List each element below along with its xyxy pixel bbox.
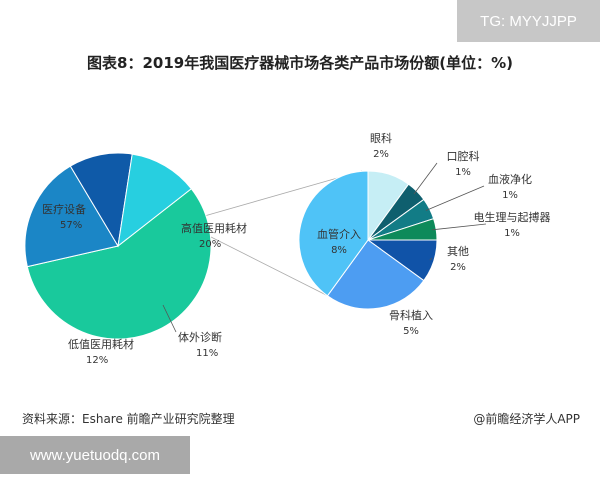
main-slice-value-1: 20% <box>199 239 221 250</box>
main-slice-label-1: 高值医用耗材 <box>181 221 247 235</box>
site-watermark: www.yuetuodq.com <box>0 436 190 474</box>
main-slice-value-0: 57% <box>60 220 82 231</box>
main-pie-slice-1 <box>24 165 119 268</box>
main-slice-label-0: 医疗设备 <box>42 202 86 216</box>
chart-title: 图表8：2019年我国医疗器械市场各类产品市场份额(单位：%) <box>87 54 513 72</box>
main-pie-slice-3 <box>117 153 192 248</box>
breakdown-slice-label-6: 血管介入 <box>317 227 361 241</box>
breakdown-slice-value-1: 1% <box>455 167 471 178</box>
breakdown-pie <box>298 170 438 310</box>
breakdown-slice-value-6: 8% <box>331 245 347 256</box>
breakdown-slice-label-5: 骨科植入 <box>389 308 433 322</box>
main-pie-slice-0 <box>26 188 212 340</box>
breakdown-slice-value-5: 5% <box>403 326 419 337</box>
breakdown-slice-value-2: 1% <box>502 190 518 201</box>
leader-line-main-2 <box>162 304 177 333</box>
slice-labels: 医疗设备 57% 高值医用耗材 20% 体外诊断 11% 低值医用耗材 12% 眼科 2% 口腔科 1… <box>42 131 551 366</box>
brand-credit: @前瞻经济学人APP <box>473 412 580 426</box>
main-pie <box>24 152 212 340</box>
watermark-tag: TG: MYYJJPP <box>457 0 600 42</box>
main-slice-label-3: 低值医用耗材 <box>68 337 134 351</box>
breakdown-slice-label-2: 血液净化 <box>488 172 532 186</box>
leader-line-breakdown-2 <box>425 185 485 211</box>
breakdown-pie-slice-5 <box>326 239 425 310</box>
breakdown-slice-label-3: 电生理与起搏器 <box>474 210 551 224</box>
breakdown-slice-value-4: 2% <box>450 262 466 273</box>
source-note: 资料来源：Eshare 前瞻产业研究院整理 <box>22 412 235 426</box>
main-slice-value-3: 12% <box>86 355 108 366</box>
breakdown-pie-slice-6 <box>298 170 369 297</box>
breakdown-slice-label-4: 其他 <box>447 245 469 258</box>
breakdown-slice-label-1: 口腔科 <box>447 149 480 163</box>
main-slice-label-2: 体外诊断 <box>178 330 222 344</box>
main-slice-value-2: 11% <box>196 348 218 359</box>
leader-line-breakdown-4 <box>429 257 433 261</box>
leader-line-breakdown-3 <box>432 223 487 231</box>
breakdown-slice-value-3: 1% <box>504 228 520 239</box>
leader-line-breakdown-1 <box>413 162 438 195</box>
breakdown-slice-value-0: 2% <box>373 149 389 160</box>
breakdown-slice-label-0: 眼科 <box>370 131 392 145</box>
